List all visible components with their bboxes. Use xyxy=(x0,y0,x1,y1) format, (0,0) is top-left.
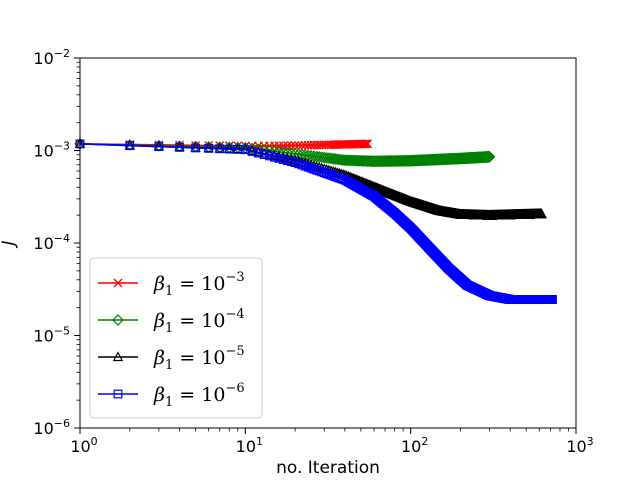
series-3-point xyxy=(300,161,310,171)
series-0-point xyxy=(290,141,300,151)
series-layer xyxy=(74,138,557,304)
x-axis-label: no. Iteration xyxy=(276,458,380,478)
series-0-point xyxy=(361,139,371,149)
x-tick-label-3: 103 xyxy=(566,435,593,456)
series-3-point xyxy=(265,151,274,161)
series-3-point xyxy=(204,144,214,153)
series-0-point xyxy=(360,139,370,149)
legend-marker-3 xyxy=(113,389,123,399)
series-3-point xyxy=(259,150,269,159)
y-tick-label-0: 10−6 xyxy=(33,417,70,438)
legend-marker-2 xyxy=(112,351,124,362)
series-3-point xyxy=(191,143,200,153)
series-3-point xyxy=(319,168,329,178)
legend-marker-1 xyxy=(112,314,124,326)
series-1-point xyxy=(315,151,328,164)
series-3 xyxy=(75,139,557,304)
series-3-point xyxy=(154,142,164,152)
series-3-point xyxy=(215,144,225,154)
y-tick-label-1: 10−5 xyxy=(33,325,70,346)
y-tick-label-2: 10−4 xyxy=(33,232,70,253)
legend-entry-0: β1 = 10−3 xyxy=(153,270,245,299)
series-3-point xyxy=(247,147,257,156)
y-tick-label-3: 10−3 xyxy=(33,140,70,161)
y-tick-label-4: 10−2 xyxy=(33,47,70,68)
legend-box xyxy=(89,257,263,419)
ticks-layer: 100 101 102 103 10−6 10−5 10−4 10−3 10−2 xyxy=(33,47,593,456)
series-3-point xyxy=(322,169,331,178)
x-tick-label-1: 101 xyxy=(236,435,263,456)
legend-entry-2: β1 = 10−5 xyxy=(153,344,245,373)
series-2-point xyxy=(536,208,547,219)
legend: β1 = 10−3 β1 = 10−4 β1 = 10−5 β1 = 10−6 xyxy=(89,257,263,419)
series-3-point xyxy=(240,145,250,155)
series-3-point xyxy=(548,295,557,304)
series-0-point xyxy=(363,139,373,149)
series-3-point xyxy=(297,160,307,170)
legend-marker-0 xyxy=(113,278,123,288)
series-3-point xyxy=(303,162,313,172)
series-3-point xyxy=(125,141,135,151)
series-2-point xyxy=(269,150,280,160)
series-0-point xyxy=(359,139,369,149)
series-0 xyxy=(75,139,373,151)
series-3-point xyxy=(175,142,184,152)
series-0-point xyxy=(294,141,304,150)
series-1-point xyxy=(318,151,331,164)
series-3-point xyxy=(270,152,279,162)
series-2-point xyxy=(240,143,251,154)
series-1-point xyxy=(483,150,496,163)
legend-entry-1: β1 = 10−4 xyxy=(153,307,245,336)
legend-entry-3: β1 = 10−6 xyxy=(153,381,245,410)
series-3-point xyxy=(254,148,263,158)
x-tick-label-0: 100 xyxy=(70,435,97,456)
series-3-point xyxy=(224,144,234,154)
series-0-point xyxy=(286,141,296,151)
x-tick-label-2: 102 xyxy=(401,435,428,456)
y-axis-label: J xyxy=(0,240,19,248)
